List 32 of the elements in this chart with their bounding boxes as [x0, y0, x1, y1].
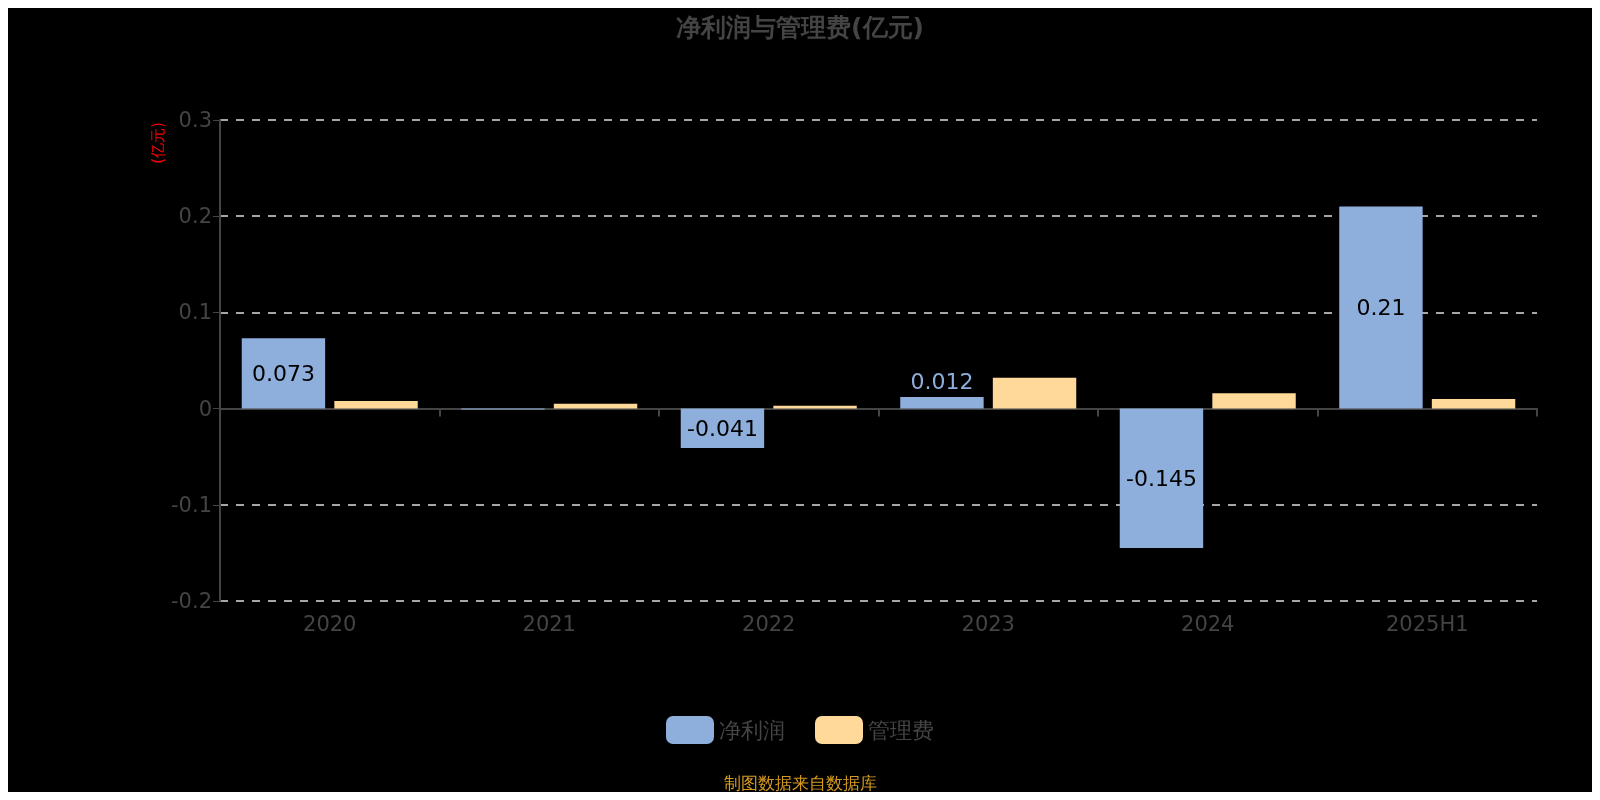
bar	[1339, 206, 1423, 409]
bar	[553, 403, 638, 409]
y-tick-label: -0.1	[171, 492, 212, 517]
y-tick-label: 0.1	[178, 300, 212, 325]
x-tick-label: 2020	[303, 611, 357, 636]
legend-label: 管理费	[868, 717, 934, 743]
data-label: 0.21	[1356, 295, 1406, 321]
bar	[1431, 398, 1516, 409]
chart-title: 净利润与管理费(亿元)	[676, 13, 924, 42]
x-tick-label: 2022	[742, 611, 796, 636]
data-label: 0.073	[251, 360, 315, 386]
y-tick-label: 0.2	[178, 204, 212, 229]
legend-label: 净利润	[719, 717, 785, 743]
bar	[241, 338, 326, 409]
text: 制图数据来自数据库	[723, 772, 877, 793]
bar	[1212, 393, 1296, 409]
y-tick-label: 0.3	[178, 108, 212, 132]
data-label: 0.012	[910, 368, 974, 394]
bar	[1119, 408, 1204, 549]
bar	[334, 400, 418, 409]
bar	[992, 377, 1077, 409]
data-label: -0.145	[1126, 465, 1197, 491]
y-tick-label: 0	[198, 396, 212, 421]
y-axis-title: (亿元)	[149, 122, 167, 164]
x-tick-label: 2021	[522, 611, 576, 636]
data-label: -0.041	[687, 415, 758, 441]
bar	[773, 405, 857, 409]
x-tick-label: 2025H1	[1385, 611, 1469, 636]
x-tick-label: 2024	[1181, 611, 1235, 636]
x-tick-label: 2023	[961, 611, 1015, 636]
bar	[900, 397, 984, 409]
y-tick-label: -0.2	[171, 589, 212, 613]
